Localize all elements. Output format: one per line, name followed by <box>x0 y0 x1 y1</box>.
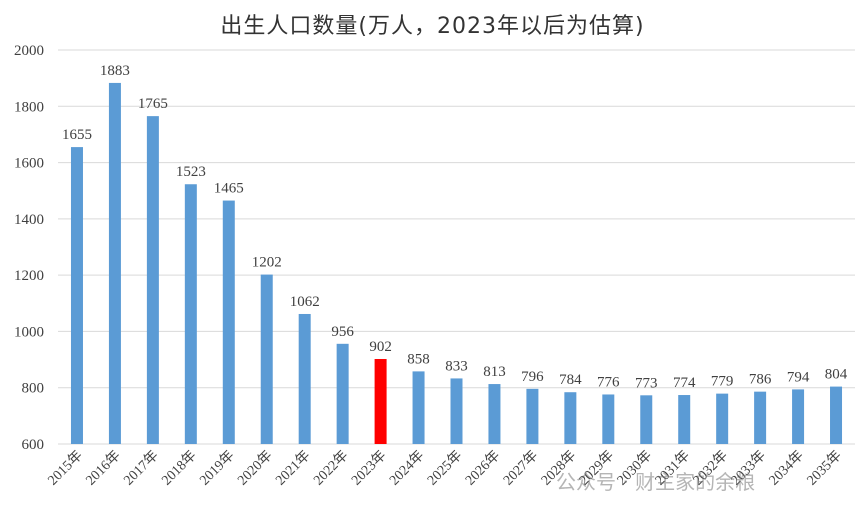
data-label: 776 <box>597 374 620 390</box>
watermark: 公众号 · 财主家的余粮 <box>556 470 756 494</box>
x-tick-label: 2026年 <box>462 448 503 489</box>
x-tick-label: 2022年 <box>310 448 351 489</box>
data-label: 1523 <box>176 164 206 180</box>
chart-title: 出生人口数量(万人，2023年以后为估算) <box>220 14 645 39</box>
x-tick-label: 2034年 <box>766 448 807 489</box>
y-tick-label: 1000 <box>14 324 44 340</box>
x-tick-label: 2016年 <box>83 448 124 489</box>
bar <box>678 395 691 444</box>
x-tick-label: 2027年 <box>500 448 541 489</box>
data-label: 1465 <box>214 181 244 197</box>
bar <box>222 200 235 444</box>
data-label: 902 <box>369 339 392 355</box>
data-label: 1765 <box>138 96 168 112</box>
y-tick-label: 1600 <box>14 156 44 172</box>
bar <box>488 384 501 444</box>
data-label: 1883 <box>100 63 130 79</box>
y-tick-label: 600 <box>22 437 45 453</box>
x-tick-label: 2018年 <box>159 448 200 489</box>
x-tick-label: 2025年 <box>424 448 465 489</box>
y-tick-label: 1200 <box>14 268 44 284</box>
data-label: 784 <box>559 372 582 388</box>
bar <box>450 378 463 444</box>
data-label: 858 <box>407 351 430 367</box>
data-label: 1062 <box>290 294 320 310</box>
x-tick-label: 2020年 <box>235 448 276 489</box>
data-label: 1655 <box>62 127 92 143</box>
y-tick-label: 2000 <box>14 43 44 59</box>
x-tick-label: 2023年 <box>348 448 389 489</box>
data-label: 794 <box>787 369 810 385</box>
data-label: 779 <box>711 374 734 390</box>
bar <box>336 343 349 444</box>
bar <box>70 147 83 445</box>
data-label: 1202 <box>252 255 282 271</box>
bar <box>184 184 197 444</box>
data-label: 804 <box>825 367 848 383</box>
bar <box>792 389 805 444</box>
bar <box>754 391 767 444</box>
bar <box>564 392 577 444</box>
bar <box>374 359 387 444</box>
data-label: 956 <box>331 324 354 340</box>
x-tick-label: 2021年 <box>273 448 314 489</box>
x-tick-label: 2015年 <box>45 448 86 489</box>
data-label: 813 <box>483 364 506 380</box>
data-label: 773 <box>635 375 658 391</box>
data-label: 833 <box>445 358 468 374</box>
bar <box>602 394 615 444</box>
y-tick-label: 1800 <box>14 99 44 115</box>
data-label: 786 <box>749 372 772 388</box>
bar <box>108 82 121 445</box>
data-label: 774 <box>673 375 696 391</box>
x-tick-label: 2024年 <box>386 448 427 489</box>
bar <box>412 371 425 444</box>
bar <box>146 116 159 444</box>
data-label: 796 <box>521 369 544 385</box>
y-tick-label: 1400 <box>14 212 44 228</box>
bar <box>640 395 653 444</box>
y-tick-label: 800 <box>22 381 45 397</box>
x-tick-label: 2035年 <box>804 448 845 489</box>
bar <box>260 274 273 444</box>
bar <box>526 388 539 444</box>
bar <box>830 386 843 444</box>
bar <box>298 313 311 444</box>
x-tick-label: 2017年 <box>121 448 162 489</box>
x-tick-label: 2019年 <box>197 448 238 489</box>
bar <box>716 393 729 444</box>
